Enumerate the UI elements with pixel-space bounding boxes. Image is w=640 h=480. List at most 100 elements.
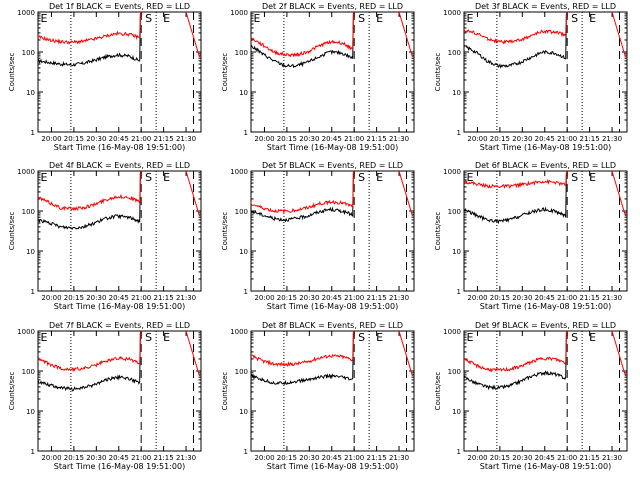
x-tick-label: 20:30 <box>299 294 319 302</box>
y-axis-label: Counts/sec <box>221 212 229 251</box>
y-tick-label: 100 <box>235 208 248 216</box>
x-tick-label: 21:15 <box>580 135 600 143</box>
events-series <box>463 330 568 391</box>
chart-title: Det 1f BLACK = Events, RED = LLD <box>49 2 190 11</box>
chart-title: Det 6f BLACK = Events, RED = LLD <box>475 161 616 170</box>
y-tick-label: 1 <box>244 448 248 456</box>
x-tick-label: 21:30 <box>176 135 196 143</box>
x-axis-label: Start Time (16-May-08 19:51:00) <box>267 302 398 311</box>
lld-decay <box>398 330 413 377</box>
x-tick-label: 21:00 <box>557 135 577 143</box>
x-tick-label: 21:30 <box>602 135 622 143</box>
x-axis-label: Start Time (16-May-08 19:51:00) <box>54 462 185 471</box>
x-tick-label: 20:45 <box>322 135 342 143</box>
x-tick-label: 21:30 <box>176 294 196 302</box>
x-tick-label: 20:15 <box>277 135 297 143</box>
events-series <box>250 11 355 69</box>
y-axis-label: Counts/sec <box>8 53 16 92</box>
x-tick-label: 20:00 <box>254 135 274 143</box>
x-tick-label: 20:30 <box>299 454 319 462</box>
y-tick-label: 10 <box>452 89 461 97</box>
y-tick-label: 100 <box>235 368 248 376</box>
x-tick-label: 21:00 <box>131 294 151 302</box>
lld-decay <box>398 170 413 217</box>
x-tick-label: 21:00 <box>131 454 151 462</box>
lld-series <box>250 170 355 215</box>
y-axis-label: Counts/sec <box>434 53 442 92</box>
events-series <box>250 330 355 386</box>
y-tick-label: 1000 <box>443 168 461 176</box>
y-tick-label: 1 <box>244 288 248 296</box>
x-tick-label: 21:30 <box>176 454 196 462</box>
x-tick-label: 21:30 <box>389 294 409 302</box>
x-tick-label: 21:15 <box>580 454 600 462</box>
lld-series <box>37 170 142 212</box>
y-tick-label: 10 <box>26 408 35 416</box>
y-tick-label: 10 <box>239 248 248 256</box>
axes-box <box>463 170 628 292</box>
x-tick-label: 21:15 <box>580 294 600 302</box>
y-tick-label: 100 <box>448 208 461 216</box>
x-tick-label: 20:30 <box>299 135 319 143</box>
marker-E: E <box>163 12 170 25</box>
marker-E: E <box>163 171 170 184</box>
x-tick-label: 20:45 <box>535 294 555 302</box>
marker-E: E <box>589 331 596 344</box>
y-tick-label: 1000 <box>443 9 461 17</box>
x-tick-label: 20:45 <box>535 454 555 462</box>
axes-box <box>250 11 415 133</box>
y-tick-label: 1 <box>31 448 35 456</box>
lld-series <box>463 170 568 190</box>
x-axis-label: Start Time (16-May-08 19:51:00) <box>480 143 611 152</box>
marker-S: S <box>571 12 578 25</box>
events-series <box>463 11 568 69</box>
y-axis-label: Counts/sec <box>221 53 229 92</box>
x-tick-label: 20:15 <box>490 135 510 143</box>
x-tick-label: 21:00 <box>131 135 151 143</box>
marker-S: S <box>358 171 365 184</box>
y-axis-label: Counts/sec <box>8 212 16 251</box>
y-tick-label: 100 <box>22 208 35 216</box>
marker-S: S <box>145 12 152 25</box>
marker-E: E <box>466 12 473 25</box>
x-tick-label: 21:15 <box>367 135 387 143</box>
y-axis-label: Counts/sec <box>221 372 229 411</box>
y-tick-label: 1000 <box>17 9 35 17</box>
y-tick-label: 100 <box>448 368 461 376</box>
x-tick-label: 20:15 <box>277 454 297 462</box>
lld-decay <box>398 11 413 58</box>
x-tick-label: 21:15 <box>367 294 387 302</box>
axes-box <box>463 11 628 133</box>
x-axis-label: Start Time (16-May-08 19:51:00) <box>54 143 185 152</box>
x-tick-label: 20:00 <box>41 294 61 302</box>
x-tick-label: 20:30 <box>86 454 106 462</box>
x-tick-label: 21:30 <box>389 135 409 143</box>
chart-title: Det 9f BLACK = Events, RED = LLD <box>475 321 616 330</box>
lld-series <box>250 11 355 58</box>
marker-E: E <box>163 331 170 344</box>
y-tick-label: 10 <box>452 248 461 256</box>
x-axis-label: Start Time (16-May-08 19:51:00) <box>54 302 185 311</box>
x-tick-label: 21:15 <box>154 294 174 302</box>
marker-E: E <box>376 171 383 184</box>
x-tick-label: 20:45 <box>109 294 129 302</box>
x-tick-label: 20:30 <box>86 294 106 302</box>
chart-title: Det 3f BLACK = Events, RED = LLD <box>475 2 616 11</box>
axes-box <box>250 170 415 292</box>
x-tick-label: 21:00 <box>557 454 577 462</box>
lld-decay <box>185 170 200 217</box>
x-tick-label: 20:45 <box>535 135 555 143</box>
x-tick-label: 20:15 <box>277 294 297 302</box>
marker-E: E <box>40 171 47 184</box>
y-tick-label: 10 <box>26 89 35 97</box>
lld-series <box>463 11 568 45</box>
y-tick-label: 100 <box>22 49 35 57</box>
x-tick-label: 21:30 <box>602 294 622 302</box>
x-tick-label: 20:00 <box>467 135 487 143</box>
y-tick-label: 1000 <box>230 9 248 17</box>
chart-title: Det 5f BLACK = Events, RED = LLD <box>262 161 403 170</box>
marker-E: E <box>589 171 596 184</box>
marker-S: S <box>358 12 365 25</box>
axes-box <box>37 330 202 452</box>
